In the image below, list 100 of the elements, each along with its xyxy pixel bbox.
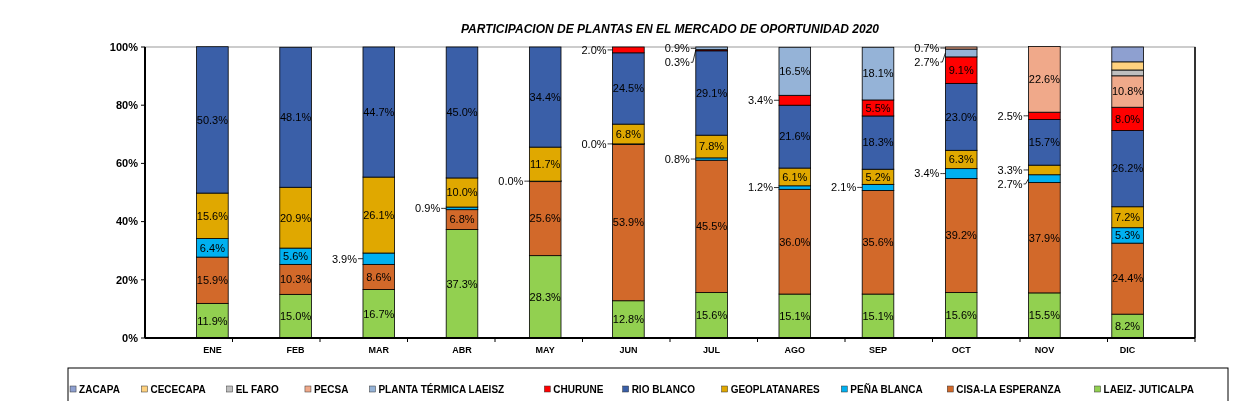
data-label: 0.8% (664, 152, 691, 165)
data-label: 44.7% (363, 105, 395, 118)
y-tick-label: 40% (115, 215, 139, 228)
data-label: 45.0% (446, 106, 478, 119)
y-tick-label: 0% (122, 331, 139, 344)
legend-label: CECECAPA (150, 383, 206, 395)
data-label: 5.6% (283, 250, 309, 263)
data-label: 25.6% (529, 212, 562, 225)
data-label: 0.9% (664, 42, 691, 55)
x-tick-label: JUL (703, 345, 721, 355)
data-label: 0.0% (581, 137, 607, 150)
data-label: 34.4% (529, 90, 562, 103)
data-label: 24.5% (612, 82, 645, 95)
data-label: 50.3% (196, 113, 229, 126)
x-tick-label: MAR (368, 345, 390, 355)
data-label: 15.6% (696, 309, 728, 322)
data-label: 15.5% (1028, 309, 1061, 322)
x-tick-label: ABR (452, 345, 473, 355)
data-label: 20.9% (279, 211, 312, 224)
data-label: 2.1% (831, 181, 857, 194)
data-label: 48.1% (279, 111, 312, 124)
data-label: 3.4% (914, 167, 940, 180)
data-label: 5.3% (1115, 229, 1141, 242)
y-tick-label: 100% (109, 40, 139, 53)
data-label: 2.0% (581, 43, 607, 56)
y-tick-label: 20% (115, 273, 139, 286)
legend-label: PECSA (313, 383, 349, 395)
data-label: 37.3% (446, 277, 478, 290)
y-tick-label: 60% (115, 157, 139, 170)
data-label: 15.1% (779, 309, 811, 322)
data-label: 15.7% (1028, 136, 1061, 149)
data-label: 18.3% (862, 136, 894, 149)
data-label: 3.3% (997, 163, 1023, 176)
data-label: 6.4% (199, 241, 226, 254)
x-tick-label: DIC (1119, 345, 1136, 355)
data-label: 35.6% (862, 236, 894, 249)
data-label: 28.3% (529, 290, 562, 303)
legend-label: GEOPLATANARES (730, 383, 821, 395)
data-label: 15.6% (196, 209, 229, 222)
data-label: 10.8% (1112, 85, 1144, 98)
x-tick-label: ENE (203, 345, 222, 355)
data-label: 0.9% (415, 202, 441, 215)
legend-label: PEÑA BLANCA (850, 382, 923, 395)
data-label: 15.1% (862, 309, 894, 322)
data-label: 5.5% (865, 101, 891, 114)
data-label: 6.8% (449, 213, 475, 226)
data-label: 26.1% (363, 208, 395, 221)
data-label: 3.9% (331, 252, 358, 265)
data-label: 11.9% (197, 314, 228, 327)
data-label: 37.9% (1028, 231, 1061, 244)
data-label: 6.3% (948, 153, 974, 166)
x-tick-label: OCT (951, 345, 972, 355)
data-label: 6.1% (782, 170, 808, 183)
data-label: 5.2% (865, 170, 891, 183)
data-label: 18.1% (862, 67, 894, 80)
x-tick-label: JUN (619, 345, 638, 355)
data-label: 21.6% (779, 130, 811, 143)
data-label: 7.8% (699, 140, 725, 153)
data-label: 53.9% (612, 216, 645, 229)
data-label: 8.6% (366, 270, 392, 283)
data-label: 11.7% (530, 157, 561, 170)
data-label: 3.4% (747, 94, 774, 107)
data-label: 8.2% (1115, 319, 1141, 332)
legend-label: RIO BLANCO (631, 383, 696, 395)
data-label: 0.0% (498, 175, 524, 187)
data-label: 15.6% (945, 309, 978, 322)
x-tick-label: AGO (784, 345, 806, 355)
x-tick-label: NOV (1034, 345, 1055, 355)
legend-label: LAEIZ- JUTICALPA (1103, 383, 1194, 395)
legend-label: CISA-LA ESPERANZA (956, 383, 1061, 395)
data-label: 15.9% (196, 274, 229, 287)
y-tick-label: 80% (115, 99, 139, 112)
data-label: 16.7% (363, 307, 395, 320)
data-label: 24.4% (1112, 272, 1144, 285)
chart-title: PARTICIPACION DE PLANTAS EN EL MERCADO DE OPORTUNIDAD 2020 (460, 22, 880, 36)
data-label: 6.8% (615, 127, 642, 140)
legend-label: EL FARO (235, 383, 280, 395)
data-label: 2.7% (914, 55, 940, 68)
data-label: 12.8% (612, 313, 645, 326)
data-label: 45.5% (696, 220, 728, 233)
data-label: 26.2% (1112, 162, 1144, 175)
x-tick-label: SEP (869, 345, 888, 355)
data-label: 29.1% (696, 86, 728, 99)
legend-label: ZACAPA (79, 383, 120, 395)
data-label: 7.2% (1115, 211, 1141, 224)
data-label: 2.5% (997, 109, 1023, 122)
data-label: 10.0% (446, 186, 478, 199)
data-label: 1.2% (747, 181, 774, 194)
data-label: 8.0% (1115, 112, 1141, 125)
data-label: 0.3% (664, 56, 691, 69)
data-label: 39.2% (945, 229, 978, 242)
x-tick-label: FEB (286, 345, 306, 355)
data-label: 0.7% (914, 41, 940, 54)
x-tick-label: MAY (535, 345, 555, 355)
data-label: 15.0% (279, 310, 312, 323)
legend-label: PLANTA TÉRMICA LAEISZ (378, 382, 505, 395)
data-label: 22.6% (1028, 73, 1061, 86)
data-label: 9.1% (948, 63, 974, 76)
data-label: 36.0% (779, 235, 811, 248)
data-label: 2.7% (997, 177, 1023, 190)
